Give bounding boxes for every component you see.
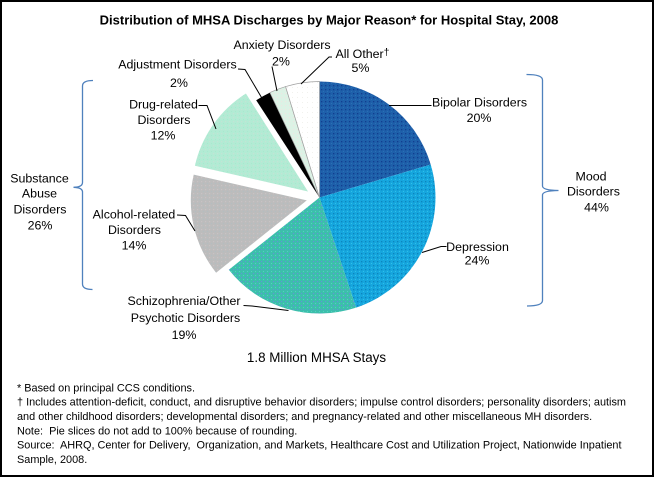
svg-text:Abuse: Abuse (22, 187, 57, 201)
svg-text:Mood: Mood (576, 169, 607, 183)
svg-text:Psychotic Disorders: Psychotic Disorders (131, 311, 240, 325)
svg-text:20%: 20% (467, 111, 492, 125)
svg-text:Disorders: Disorders (567, 185, 620, 199)
svg-text:19%: 19% (172, 328, 197, 342)
svg-text:Depression: Depression (446, 240, 509, 254)
svg-text:* Based on principal CCS condi: * Based on principal CCS conditions. (17, 382, 195, 394)
svg-text:Source: AHRQ, Center for Deli: Source: AHRQ, Center for Delivery, Organ… (17, 440, 622, 452)
svg-text:Note: Pie slices do not add t: Note: Pie slices do not add to 100% beca… (17, 425, 297, 437)
svg-text:Distribution of MHSA Discharge: Distribution of MHSA Discharges by Major… (100, 13, 559, 28)
svg-text:Drug-related: Drug-related (129, 97, 198, 111)
svg-text:44%: 44% (584, 200, 609, 214)
svg-text:Bipolar Disorders: Bipolar Disorders (432, 96, 527, 110)
svg-text:24%: 24% (465, 254, 490, 268)
svg-text:† Includes attention-deficit,: † Includes attention-deficit, conduct, a… (17, 397, 626, 409)
svg-text:Schizophrenia/Other: Schizophrenia/Other (128, 294, 241, 308)
svg-text:Alcohol-related: Alcohol-related (93, 208, 176, 222)
svg-text:and other childhood disorders;: and other childhood disorders; developme… (17, 411, 592, 423)
svg-text:Anxiety Disorders: Anxiety Disorders (233, 38, 330, 52)
svg-text:All Other†: All Other† (335, 47, 389, 62)
svg-text:5%: 5% (352, 61, 370, 75)
svg-text:Substance: Substance (10, 171, 69, 185)
svg-text:2%: 2% (170, 76, 188, 90)
svg-text:Disorders: Disorders (137, 113, 190, 127)
svg-text:Sample, 2008.: Sample, 2008. (17, 454, 87, 466)
svg-text:Disorders: Disorders (13, 202, 66, 216)
svg-text:Disorders: Disorders (108, 223, 161, 237)
svg-text:12%: 12% (151, 129, 176, 143)
svg-text:14%: 14% (122, 239, 147, 253)
svg-text:2%: 2% (272, 55, 290, 69)
svg-text:1.8 Million MHSA Stays: 1.8 Million MHSA Stays (247, 350, 386, 365)
svg-text:26%: 26% (28, 219, 53, 233)
svg-text:Adjustment Disorders: Adjustment Disorders (118, 58, 236, 72)
